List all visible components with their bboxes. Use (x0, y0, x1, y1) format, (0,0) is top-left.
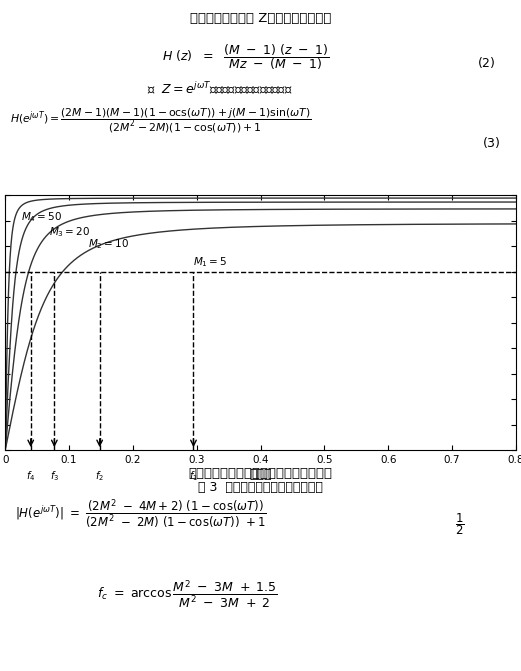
Text: 由  $Z=e^{j\omega T}$可得系统的频率相应特性为：: 由 $Z=e^{j\omega T}$可得系统的频率相应特性为： (147, 82, 292, 98)
Text: $(2)$: $(2)$ (477, 55, 495, 70)
Text: $(3)$: $(3)$ (482, 135, 501, 150)
Text: $H\ (z)\ \ =\ \ \dfrac{(M\ -\ 1)\ (z\ -\ 1)}{Mz\ -\ (M\ -\ 1)}$: $H\ (z)\ \ =\ \ \dfrac{(M\ -\ 1)\ (z\ -\… (162, 42, 329, 72)
Text: $|H(e^{j\omega T})|\ =\ \dfrac{(2M^2\ -\ 4M+2)\ (1-\cos(\omega T))}{(2M^2\ -\ 2M: $|H(e^{j\omega T})|\ =\ \dfrac{(2M^2\ -\… (16, 497, 267, 531)
Text: $M_1$$=5$: $M_1$$=5$ (193, 255, 228, 268)
X-axis label: 角频率: 角频率 (249, 468, 272, 480)
Text: $f_1$: $f_1$ (189, 469, 198, 483)
Text: $f_c\ =\ \arccos\dfrac{M^2\ -\ 3M\ +\ 1.5}{M^2\ -\ 3M\ +\ 2}$: $f_c\ =\ \arccos\dfrac{M^2\ -\ 3M\ +\ 1.… (97, 579, 278, 611)
Text: 图 3  时域高通滤波器幅频特性曲线: 图 3 时域高通滤波器幅频特性曲线 (198, 480, 323, 494)
Text: $M_4$$=50$: $M_4$$=50$ (21, 210, 62, 224)
Text: $f_3$: $f_3$ (49, 469, 59, 483)
Text: 由此可得系统的幅频特性和截至频率为：: 由此可得系统的幅频特性和截至频率为： (189, 467, 332, 480)
Text: $M_3$$=20$: $M_3$$=20$ (48, 225, 90, 240)
Text: $\dfrac{1}{2}$: $\dfrac{1}{2}$ (454, 511, 464, 537)
Text: $M_2$$=10$: $M_2$$=10$ (88, 237, 129, 251)
Text: 时域高通滤波系统 Z变换下转移函数：: 时域高通滤波系统 Z变换下转移函数： (190, 12, 331, 25)
Text: $H(e^{j\omega T})=\dfrac{(2M-1)(M-1)(1-\mathrm{ocs}(\omega T))+j(M-1)\sin(\omega: $H(e^{j\omega T})=\dfrac{(2M-1)(M-1)(1-\… (10, 107, 312, 135)
Text: $f_2$: $f_2$ (95, 469, 104, 483)
Text: $f_4$: $f_4$ (26, 469, 35, 483)
